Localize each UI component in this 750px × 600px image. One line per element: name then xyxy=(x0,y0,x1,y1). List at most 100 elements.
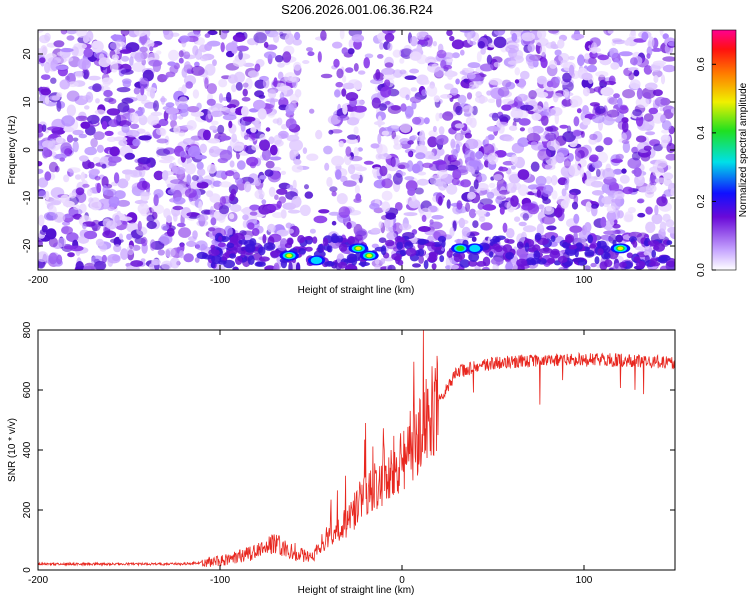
spectrogram-cell xyxy=(47,126,61,131)
spectrogram-cell xyxy=(226,92,232,103)
spectrogram-cell xyxy=(589,133,598,141)
spectrogram-cell xyxy=(345,92,359,101)
spectrogram-cell xyxy=(628,231,642,238)
spectrogram-cell xyxy=(72,140,79,153)
spectrogram-cell xyxy=(264,265,276,270)
spectrogram-cell xyxy=(251,228,260,236)
spectrogram-cell xyxy=(109,41,121,50)
spectrogram-cell xyxy=(328,129,334,135)
spectrogram-cell xyxy=(399,58,405,64)
spectrogram-cell xyxy=(108,156,122,163)
spectrogram-cell xyxy=(532,105,543,114)
spectrogram-cell xyxy=(568,55,575,61)
spectrogram-cell xyxy=(562,72,572,83)
spectrogram-cell xyxy=(149,239,156,251)
spectrogram-cell xyxy=(619,174,630,184)
spectrogram-cell xyxy=(287,209,301,214)
spectrogram-cell xyxy=(254,90,265,98)
spectrogram-cell xyxy=(653,75,659,84)
y-tick-label: 0 xyxy=(22,567,33,573)
spectrogram-cell xyxy=(438,163,449,173)
spectrogram-cell xyxy=(457,94,467,104)
spectrogram-cell xyxy=(120,69,134,75)
spectrogram-cell xyxy=(226,242,235,249)
spectrogram-cell xyxy=(384,79,391,88)
colorbar-ticks: 0.0 0.2 0.4 0.6 xyxy=(696,57,716,277)
spectrogram-cell xyxy=(219,135,232,141)
spectrogram-cell xyxy=(380,258,386,265)
spectrogram-cell xyxy=(168,49,180,62)
spectrogram-cell xyxy=(210,244,216,250)
spectrogram-cell xyxy=(289,93,299,104)
spectrogram-cell xyxy=(571,201,579,210)
spectrogram-cell xyxy=(516,241,524,250)
spectrogram-cell xyxy=(133,87,141,95)
spectrogram-cell xyxy=(410,87,418,92)
spectrogram-cell xyxy=(294,31,301,41)
spectrogram-cell xyxy=(342,82,355,90)
spectrogram-cell xyxy=(510,108,524,119)
spectrogram-cell xyxy=(403,212,418,217)
spectrogram-cell xyxy=(242,116,256,122)
spectrogram-cell xyxy=(206,190,214,198)
spectrogram-cell xyxy=(379,42,384,50)
spectrogram-cell xyxy=(467,62,481,69)
spectrogram-cell xyxy=(173,125,181,134)
spectrogram-cell xyxy=(211,120,219,126)
spectrogram-cell xyxy=(479,198,493,206)
spectrogram-cell xyxy=(67,81,79,88)
spectrogram-cell xyxy=(113,172,120,184)
spectrogram-cell xyxy=(104,188,117,197)
spectrogram-cell xyxy=(604,259,613,268)
spectrogram-cell xyxy=(531,112,542,121)
spectrogram-cell xyxy=(347,235,356,245)
spectrogram-cell xyxy=(353,80,363,90)
spectrogram-cell xyxy=(662,64,675,73)
spectrogram-cell xyxy=(467,194,474,201)
spectrogram-cell xyxy=(41,147,50,159)
spectrogram-cell xyxy=(204,77,209,90)
spectrogram-cell xyxy=(241,106,249,117)
spectrogram-cell xyxy=(651,47,663,52)
spectrogram-cell xyxy=(498,114,511,122)
spectrogram-cell xyxy=(631,151,641,161)
spectrogram-cell xyxy=(231,84,237,93)
spectrogram-cell xyxy=(86,188,93,197)
spectrogram-cell xyxy=(434,66,444,78)
spectrogram-cell xyxy=(249,204,261,211)
spectrogram-cell xyxy=(162,75,169,80)
spectrogram-cell xyxy=(45,228,57,240)
x-tick-label: 100 xyxy=(576,275,593,286)
spectrogram-cell xyxy=(240,250,246,258)
spectrogram-cell xyxy=(667,41,675,47)
spectrogram-cell xyxy=(225,170,235,177)
spectrogram-cell xyxy=(247,222,255,230)
spectrogram-cell xyxy=(127,108,135,113)
spectrogram-cell xyxy=(641,31,649,41)
spectrogram-cell xyxy=(652,60,666,66)
spectrogram-cell xyxy=(435,112,440,122)
spectrogram-cell xyxy=(179,108,189,117)
spectrogram-cell xyxy=(407,140,414,145)
spectrogram-cell xyxy=(423,34,433,47)
spectrogram-cell xyxy=(140,208,151,217)
spectrogram-cell xyxy=(140,191,151,197)
spectrogram-cell xyxy=(334,89,341,98)
spectrogram-cell xyxy=(460,49,465,56)
spectrogram-cell xyxy=(429,221,443,230)
spectrogram-cell xyxy=(526,54,539,67)
spectrogram-cell xyxy=(275,55,284,63)
spectrogram-cell xyxy=(38,161,43,167)
spectrogram-cell xyxy=(71,46,79,57)
spectrogram-cell xyxy=(185,162,196,175)
spectrogram-cell xyxy=(546,80,554,88)
spectrogram-cell xyxy=(466,92,473,100)
spectrogram-cell xyxy=(107,256,114,267)
spectrogram-cell xyxy=(546,257,556,264)
spectrogram-cell xyxy=(40,45,48,56)
spectrogram-cell xyxy=(291,195,302,208)
spectrogram-cell xyxy=(269,156,282,161)
spectrogram-cell xyxy=(454,123,465,129)
spectrogram-cell xyxy=(293,159,302,165)
spectrogram-cell xyxy=(148,59,163,67)
